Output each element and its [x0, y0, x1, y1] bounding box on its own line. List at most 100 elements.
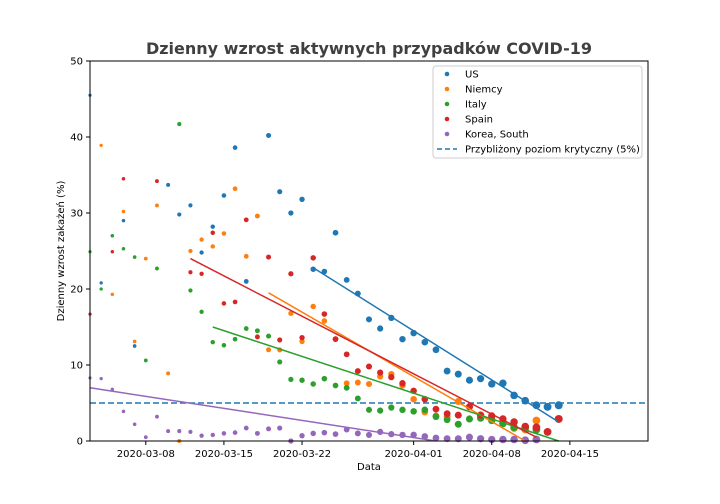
- series-4-point: [299, 432, 305, 439]
- series-0-point: [266, 132, 272, 138]
- legend-label: Przybliżony poziom krytyczny (5%): [465, 145, 640, 156]
- series-2-point: [121, 246, 126, 251]
- series-2-point: [110, 234, 115, 238]
- series-2-point: [388, 404, 395, 411]
- series-2-point: [332, 382, 339, 389]
- series-1-point: [299, 338, 305, 345]
- series-4-point: [410, 431, 417, 439]
- series-0-point: [121, 218, 126, 223]
- series-2-point: [410, 408, 417, 415]
- series-3-point: [199, 271, 204, 276]
- legend-marker: [444, 101, 450, 107]
- series-2-point: [221, 342, 227, 348]
- series-2-point: [277, 359, 283, 365]
- series-2-point: [421, 406, 429, 414]
- series-4-point: [499, 435, 507, 444]
- series-0-point: [477, 375, 485, 383]
- legend-label: Italy: [465, 100, 487, 111]
- y-tick-label: 30: [70, 209, 83, 220]
- series-0-point: [166, 182, 171, 187]
- series-1-point: [243, 253, 249, 259]
- legend-label: US: [465, 70, 479, 81]
- series-1-point: [532, 416, 541, 425]
- series-0-point: [221, 193, 227, 198]
- series-1-point: [232, 186, 238, 192]
- series-4-point: [143, 435, 148, 440]
- series-1-point: [321, 318, 328, 324]
- series-0-point: [399, 335, 406, 343]
- series-3-point: [210, 230, 215, 235]
- x-axis-label: Data: [357, 462, 381, 473]
- y-tick-label: 10: [70, 361, 83, 372]
- series-3-trend-line: [190, 257, 537, 438]
- x-tick-label: 2020-03-15: [195, 449, 253, 460]
- series-3-point: [299, 334, 305, 341]
- series-3-point: [399, 380, 406, 387]
- series-2-point: [432, 413, 440, 421]
- series-3-point: [443, 410, 451, 418]
- series-4-point: [232, 430, 238, 435]
- series-1-point: [143, 256, 148, 261]
- series-2-point: [210, 339, 215, 345]
- series-2-point: [465, 415, 473, 423]
- series-2-point: [288, 376, 294, 383]
- legend-marker: [444, 86, 450, 92]
- series-0-point: [377, 325, 384, 332]
- series-3-point: [321, 311, 328, 317]
- series-2-point: [310, 381, 316, 387]
- series-3-point: [188, 270, 193, 275]
- series-0-point: [321, 268, 328, 275]
- x-tick-label: 2020-04-01: [385, 449, 443, 460]
- series-0-point: [432, 346, 440, 354]
- series-1-point: [155, 203, 159, 208]
- x-tick-label: 2020-03-22: [273, 449, 331, 460]
- series-4-point: [354, 430, 361, 437]
- series-2-point: [299, 377, 305, 383]
- y-tick-label: 50: [70, 57, 83, 68]
- series-3-point: [343, 351, 350, 358]
- chart-title: Dzienny wzrost aktywnych przypadków COVI…: [146, 39, 592, 58]
- series-4-point: [465, 433, 473, 441]
- series-1-point: [310, 303, 316, 310]
- series-3-point: [543, 427, 552, 436]
- series-3-point: [110, 250, 115, 254]
- series-0-point: [99, 281, 103, 285]
- series-1-point: [254, 213, 260, 219]
- series-3-point: [288, 271, 294, 277]
- legend-label: Niemcy: [465, 85, 503, 96]
- series-3-point: [377, 369, 384, 376]
- series-4-point: [166, 429, 171, 434]
- series-1-point: [288, 310, 294, 316]
- series-4-point: [188, 429, 193, 434]
- y-axis-label: Dzienny wzrost zakażeń (%): [55, 181, 67, 322]
- series-0-point: [277, 189, 283, 195]
- series-0-point: [188, 203, 193, 208]
- x-tick-label: 2020-04-08: [463, 449, 521, 460]
- series-4-point: [310, 430, 316, 437]
- series-0-point: [365, 316, 373, 323]
- series-2-point: [443, 416, 451, 424]
- series-0-point: [210, 224, 215, 229]
- series-0-point: [454, 370, 462, 378]
- series-3-point: [332, 336, 339, 343]
- series-4-point: [454, 435, 462, 443]
- series-1-point: [99, 143, 103, 148]
- y-tick-label: 0: [77, 437, 83, 448]
- legend-marker: [444, 71, 450, 77]
- series-0-point: [443, 367, 451, 375]
- series-2-point: [377, 407, 384, 414]
- series-3-point: [243, 217, 249, 223]
- series-1-point: [166, 371, 171, 376]
- series-3-point: [254, 334, 260, 340]
- series-3-point: [232, 299, 238, 305]
- series-3-point: [221, 301, 227, 306]
- series-4-point: [210, 432, 215, 438]
- series-1-point: [110, 292, 115, 297]
- series-4-point: [110, 387, 115, 392]
- series-4-point: [421, 433, 429, 440]
- series-0-point: [299, 196, 305, 203]
- plot-frame: [89, 60, 649, 442]
- series-0-point: [199, 250, 204, 255]
- series-4-point: [332, 431, 339, 438]
